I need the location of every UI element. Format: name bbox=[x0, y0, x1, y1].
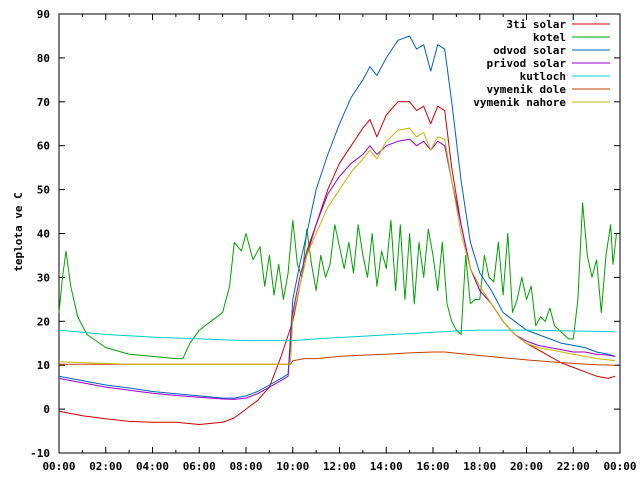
y-tick-label: 30 bbox=[37, 271, 50, 284]
y-tick-label: 20 bbox=[37, 315, 50, 328]
x-tick-label: 08:00 bbox=[229, 460, 262, 473]
series-line-3ti-solar bbox=[58, 101, 616, 425]
legend-label: kutloch bbox=[520, 70, 566, 83]
y-tick-label: 50 bbox=[37, 184, 50, 197]
legend-label: odvod solar bbox=[493, 44, 566, 57]
y-tick-label: 90 bbox=[37, 8, 50, 21]
series-line-odvod-solar bbox=[58, 35, 616, 399]
x-tick-label: 04:00 bbox=[136, 460, 169, 473]
x-tick-label: 02:00 bbox=[89, 460, 122, 473]
y-tick-label: -10 bbox=[30, 447, 50, 460]
x-tick-label: 06:00 bbox=[183, 460, 216, 473]
x-tick-label: 10:00 bbox=[276, 460, 309, 473]
x-axis: 00:00 02:00 04:00 06:00 08:00 10:00 12:00 14:00… bbox=[42, 14, 637, 473]
legend-label: 3ti solar bbox=[506, 18, 566, 31]
x-tick-label: 16:00 bbox=[416, 460, 449, 473]
legend-label: vymenik dole bbox=[487, 83, 567, 96]
series-line-kotel bbox=[58, 202, 617, 360]
y-axis: -10 0 10 20 30 40 50 60 70 80 90 bbox=[30, 8, 620, 460]
x-tick-label: 18:00 bbox=[463, 460, 496, 473]
series-line-vymenik-nahore bbox=[58, 127, 616, 365]
legend-label: privod solar bbox=[487, 57, 567, 70]
y-tick-label: 40 bbox=[37, 228, 50, 241]
legend-label: vymenik nahore bbox=[473, 96, 566, 109]
legend-label: kotel bbox=[533, 31, 566, 44]
x-tick-label: 22:00 bbox=[557, 460, 590, 473]
y-tick-label: 80 bbox=[37, 52, 50, 65]
x-tick-label: 00:00 bbox=[42, 460, 75, 473]
y-tick-label: 70 bbox=[37, 96, 50, 109]
x-tick-label: 12:00 bbox=[323, 460, 356, 473]
series-lines bbox=[58, 35, 617, 425]
series-line-vymenik-dole bbox=[59, 351, 616, 366]
y-axis-title: teplota ve C bbox=[12, 192, 25, 271]
series-line-kutloch bbox=[58, 329, 616, 342]
x-tick-label: 20:00 bbox=[510, 460, 543, 473]
x-tick-label: 14:00 bbox=[370, 460, 403, 473]
y-tick-label: 0 bbox=[43, 403, 50, 416]
x-tick-label: 00:00 bbox=[603, 460, 636, 473]
y-tick-label: 10 bbox=[37, 359, 50, 372]
y-tick-label: 60 bbox=[37, 140, 50, 153]
